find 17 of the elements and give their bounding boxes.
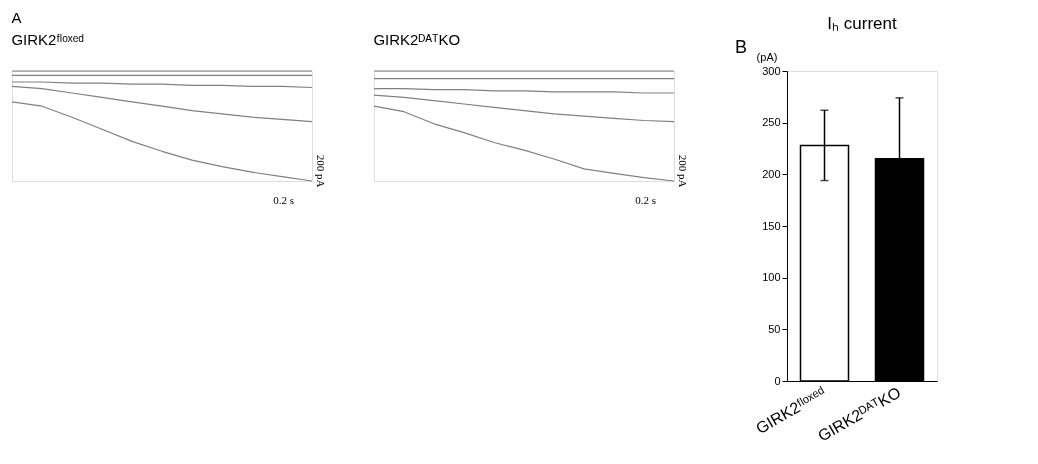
y-tick-label: 50	[768, 322, 781, 335]
text: 0.2 s	[635, 194, 656, 206]
y-tick-label: 100	[762, 271, 781, 284]
y-tick-label: 0	[774, 374, 781, 387]
y-tick-label: 250	[762, 116, 781, 129]
y-tick-label: 150	[762, 219, 781, 232]
text: 200 pA	[677, 154, 689, 188]
chart-title: Iₕ current	[827, 14, 897, 33]
text: B	[735, 37, 748, 57]
text: A	[11, 9, 22, 27]
y-tick-label: 300	[762, 64, 781, 77]
y-axis-title: (pA)	[756, 51, 778, 63]
chart-title: GIRK2ᶠˡᵒˣᵉᵈ	[11, 31, 85, 49]
chart-title: GIRK2ᴰᴬᵀKO	[373, 31, 461, 49]
text: 200 pA	[315, 154, 327, 188]
text: 0.2 s	[273, 194, 294, 206]
y-tick-label: 200	[762, 167, 781, 180]
